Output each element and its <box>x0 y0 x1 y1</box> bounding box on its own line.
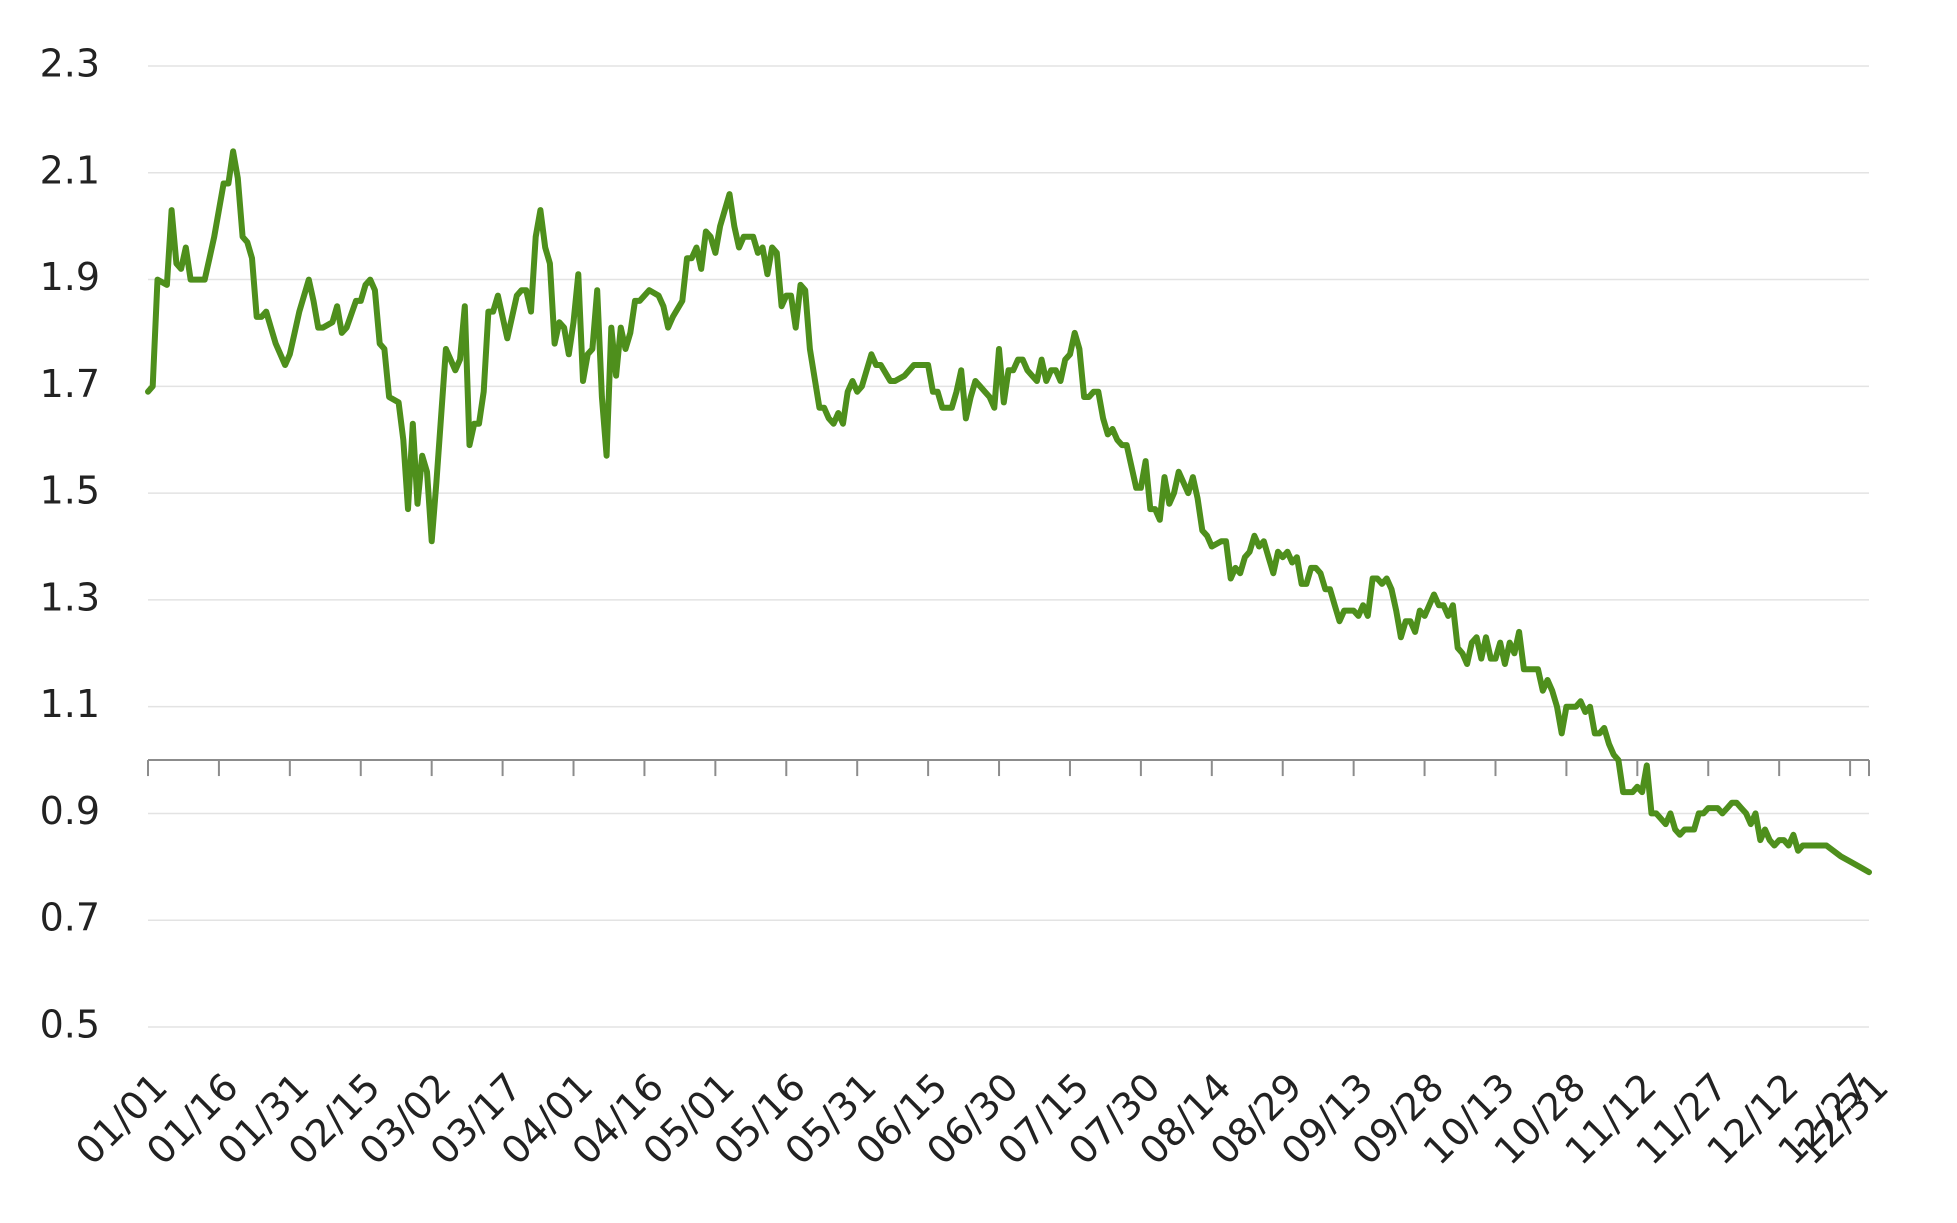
y-tick-label: 0.7 <box>40 896 100 940</box>
y-tick-label: 0.9 <box>40 789 100 833</box>
y-tick-label: 1.3 <box>40 575 100 619</box>
y-tick-label: 1.5 <box>40 469 100 513</box>
y-tick-label: 1.1 <box>40 682 100 726</box>
data-line <box>145 148 1872 876</box>
y-tick-label: 2.3 <box>40 42 100 86</box>
y-tick-label: 1.9 <box>40 255 100 299</box>
y-tick-label: 1.7 <box>40 362 100 406</box>
y-tick-label: 0.5 <box>40 1003 100 1047</box>
y-tick-label: 2.1 <box>40 148 100 192</box>
